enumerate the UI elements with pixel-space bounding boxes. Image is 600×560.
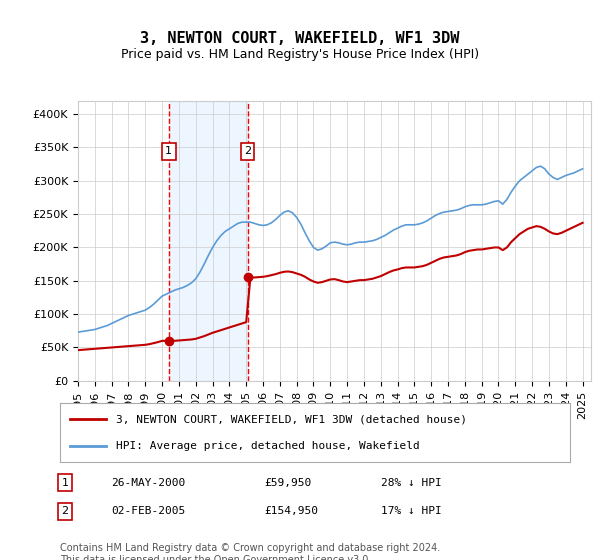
Text: 2: 2 [62, 506, 68, 516]
Text: Contains HM Land Registry data © Crown copyright and database right 2024.
This d: Contains HM Land Registry data © Crown c… [60, 543, 440, 560]
Text: 28% ↓ HPI: 28% ↓ HPI [382, 478, 442, 488]
Text: HPI: Average price, detached house, Wakefield: HPI: Average price, detached house, Wake… [116, 441, 420, 451]
Text: 1: 1 [62, 478, 68, 488]
Text: 1: 1 [166, 146, 172, 156]
Text: 2: 2 [244, 146, 251, 156]
Text: 26-MAY-2000: 26-MAY-2000 [111, 478, 185, 488]
Text: Price paid vs. HM Land Registry's House Price Index (HPI): Price paid vs. HM Land Registry's House … [121, 48, 479, 60]
Text: 3, NEWTON COURT, WAKEFIELD, WF1 3DW (detached house): 3, NEWTON COURT, WAKEFIELD, WF1 3DW (det… [116, 414, 467, 424]
Text: £154,950: £154,950 [264, 506, 318, 516]
Text: 17% ↓ HPI: 17% ↓ HPI [382, 506, 442, 516]
Text: 02-FEB-2005: 02-FEB-2005 [111, 506, 185, 516]
Text: £59,950: £59,950 [264, 478, 311, 488]
Bar [169, 101, 248, 381]
Text: 3, NEWTON COURT, WAKEFIELD, WF1 3DW: 3, NEWTON COURT, WAKEFIELD, WF1 3DW [140, 31, 460, 46]
